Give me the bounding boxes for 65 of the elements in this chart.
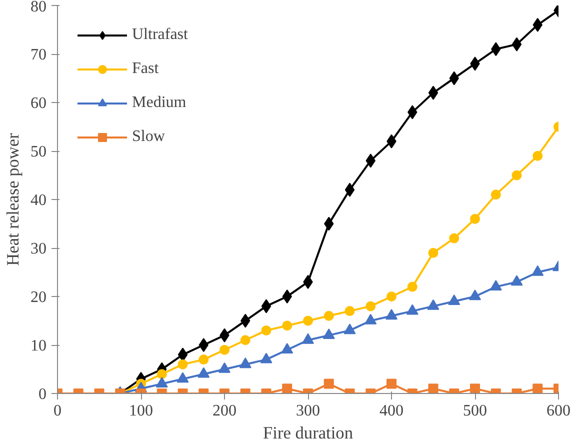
point xyxy=(532,265,544,276)
point xyxy=(178,348,188,362)
point xyxy=(406,304,418,315)
point xyxy=(198,367,210,378)
x-tick-label: 300 xyxy=(296,402,320,420)
x-tick-label: 200 xyxy=(212,402,236,420)
point xyxy=(176,372,189,383)
y-tick-label: 0 xyxy=(38,386,46,403)
y-axis-title: Heat release power xyxy=(4,132,22,266)
x-tick-label: 100 xyxy=(129,402,153,420)
point xyxy=(427,299,440,310)
point xyxy=(386,292,396,302)
point xyxy=(324,310,334,321)
point xyxy=(512,37,522,52)
point xyxy=(344,182,355,197)
point xyxy=(198,338,208,352)
point xyxy=(532,150,543,161)
point xyxy=(448,294,460,306)
x-tick-label: 500 xyxy=(463,402,487,420)
point xyxy=(178,359,188,370)
point xyxy=(344,324,356,334)
point xyxy=(510,275,523,286)
legend-label: Ultrafast xyxy=(132,26,188,44)
legend-label: Fast xyxy=(132,60,159,78)
point xyxy=(261,299,272,314)
y-tick-label: 80 xyxy=(30,0,46,16)
point xyxy=(156,376,168,388)
point xyxy=(490,280,502,290)
y-tick-label: 60 xyxy=(30,95,46,112)
point xyxy=(240,335,250,346)
x-tick-label: 400 xyxy=(380,402,404,420)
point xyxy=(449,233,460,244)
point xyxy=(344,306,355,316)
point xyxy=(386,309,398,320)
point xyxy=(282,320,292,331)
point xyxy=(407,282,418,292)
point xyxy=(302,333,314,344)
y-tick-label: 70 xyxy=(30,46,46,64)
point xyxy=(364,314,377,324)
point xyxy=(469,290,481,300)
point xyxy=(239,358,252,368)
point xyxy=(220,344,230,355)
legend-label: Slow xyxy=(132,128,165,146)
point xyxy=(260,352,272,364)
x-tick-label: 0 xyxy=(54,402,62,420)
x-tick-label: 600 xyxy=(546,402,570,420)
y-tick-label: 50 xyxy=(30,144,46,160)
y-tick-label: 40 xyxy=(30,192,46,209)
y-tick-label: 20 xyxy=(30,289,46,306)
point xyxy=(322,328,335,339)
point xyxy=(470,214,480,224)
point xyxy=(218,362,230,373)
point xyxy=(428,248,438,258)
point xyxy=(282,290,292,304)
x-axis-title: Fire duration xyxy=(263,424,354,442)
point xyxy=(303,316,313,326)
point xyxy=(512,170,522,180)
point xyxy=(428,86,438,100)
point xyxy=(490,190,501,200)
y-tick-label: 30 xyxy=(30,240,46,258)
point xyxy=(366,301,376,312)
point xyxy=(261,325,272,336)
point xyxy=(281,343,294,354)
legend-label: Medium xyxy=(132,94,186,112)
y-tick-label: 10 xyxy=(30,338,46,354)
